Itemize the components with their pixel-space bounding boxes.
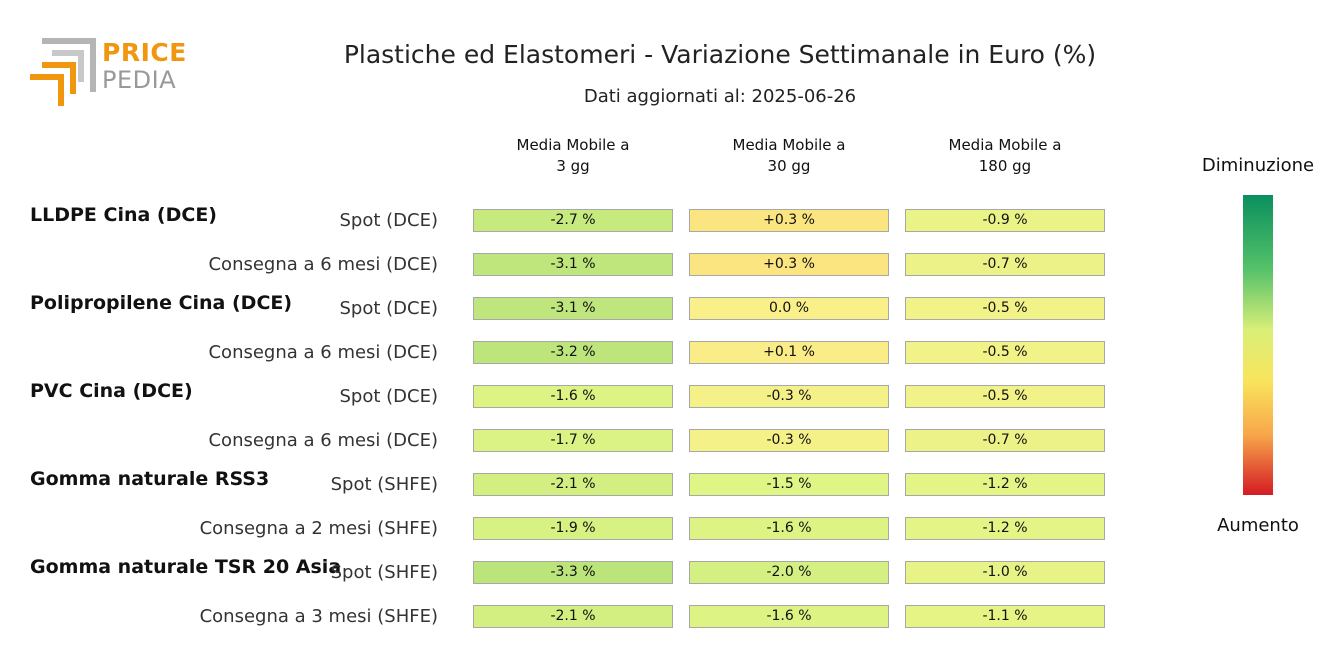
heatmap-cell: -0.7 % [905, 253, 1105, 276]
heatmap-cell: -3.3 % [473, 561, 673, 584]
heatmap-cell: -0.5 % [905, 385, 1105, 408]
heatmap-cell: +0.3 % [689, 209, 889, 232]
heatmap-cell: -1.2 % [905, 517, 1105, 540]
logo-text-price: PRICE [102, 38, 187, 67]
row-label: Spot (SHFE) [330, 562, 438, 583]
heatmap-cell: -1.6 % [689, 605, 889, 628]
row-label: Spot (DCE) [339, 210, 439, 231]
logo-text-pedia: PEDIA [102, 66, 177, 94]
heatmap-cell: -1.6 % [689, 517, 889, 540]
row-label: Consegna a 6 mesi (DCE) [208, 430, 438, 451]
chart-title: Plastiche ed Elastomeri - Variazione Set… [343, 40, 1097, 69]
group-label: Gomma naturale TSR 20 Asia [30, 556, 342, 578]
row-label: Spot (DCE) [339, 298, 439, 319]
chart-subtitle: Dati aggiornati al: 2025-06-26 [583, 86, 857, 107]
heatmap-cell: 0.0 % [689, 297, 889, 320]
heatmap-cell: -1.2 % [905, 473, 1105, 496]
group-label: LLDPE Cina (DCE) [30, 204, 217, 226]
row-label: Spot (DCE) [339, 386, 439, 407]
column-header-30gg: Media Mobile a 30 gg [732, 136, 846, 175]
group-label: Polipropilene Cina (DCE) [30, 292, 293, 314]
legend-label-top: Diminuzione [1201, 155, 1315, 176]
heatmap-cell: -0.9 % [905, 209, 1105, 232]
row-label: Spot (SHFE) [330, 474, 438, 495]
column-header-180gg: Media Mobile a 180 gg [948, 136, 1062, 175]
heatmap-cell: -2.0 % [689, 561, 889, 584]
row-label: Consegna a 3 mesi (SHFE) [199, 606, 438, 627]
heatmap-cell: -0.5 % [905, 341, 1105, 364]
row-label: Consegna a 6 mesi (DCE) [208, 342, 438, 363]
heatmap-cell: -0.7 % [905, 429, 1105, 452]
pricepedia-logo: PRICE PEDIA [30, 36, 190, 108]
heatmap-cell: -1.9 % [473, 517, 673, 540]
group-label: PVC Cina (DCE) [30, 380, 193, 402]
heatmap-cell: -0.3 % [689, 429, 889, 452]
row-label: Consegna a 2 mesi (SHFE) [199, 518, 438, 539]
heatmap-cell: +0.3 % [689, 253, 889, 276]
heatmap-cell: -0.5 % [905, 297, 1105, 320]
legend-color-scale [1243, 195, 1273, 495]
heatmap-cell: -1.1 % [905, 605, 1105, 628]
heatmap-cell: +0.1 % [689, 341, 889, 364]
logo-mark-icon [30, 38, 96, 106]
legend-label-bottom: Aumento [1217, 515, 1299, 536]
heatmap-cell: -2.7 % [473, 209, 673, 232]
heatmap-cell: -2.1 % [473, 605, 673, 628]
heatmap-cell: -3.1 % [473, 297, 673, 320]
column-header-3gg: Media Mobile a 3 gg [516, 136, 630, 175]
group-label: Gomma naturale RSS3 [30, 468, 270, 490]
heatmap-cell: -1.6 % [473, 385, 673, 408]
heatmap-cell: -1.7 % [473, 429, 673, 452]
row-label: Consegna a 6 mesi (DCE) [208, 254, 438, 275]
heatmap-cell: -0.3 % [689, 385, 889, 408]
heatmap-cell: -1.0 % [905, 561, 1105, 584]
heatmap-cell: -3.1 % [473, 253, 673, 276]
heatmap-cell: -1.5 % [689, 473, 889, 496]
heatmap-cell: -3.2 % [473, 341, 673, 364]
heatmap-cell: -2.1 % [473, 473, 673, 496]
